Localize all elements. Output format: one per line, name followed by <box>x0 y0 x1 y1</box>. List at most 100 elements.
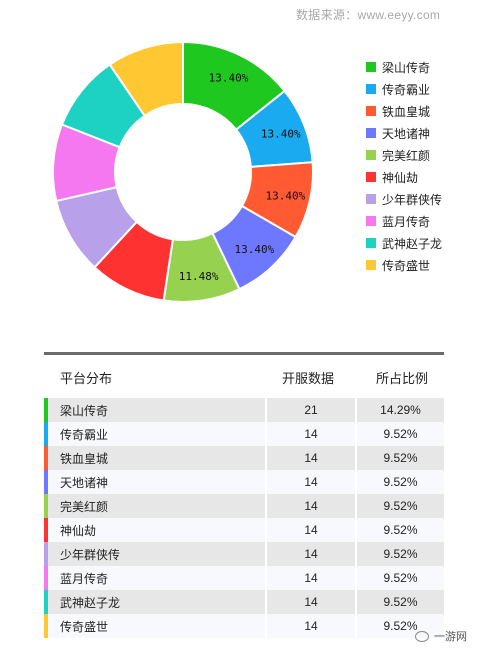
slice-label-铁血皇城: 13.40% <box>265 189 305 202</box>
row-share: 14.29% <box>380 403 421 417</box>
row-platform: 天地诸神 <box>60 475 109 490</box>
table-row: 完美红颜 14 9.52% <box>44 494 444 518</box>
row-share: 9.52% <box>383 547 418 561</box>
legend-item[interactable]: 蓝月传奇 <box>366 210 442 232</box>
row-share: 9.52% <box>383 427 418 441</box>
slice-label-完美红颜: 11.48% <box>179 270 219 283</box>
row-platform: 完美红颜 <box>60 499 109 514</box>
column-divider <box>355 614 357 638</box>
row-count: 14 <box>304 619 318 633</box>
row-share: 9.52% <box>383 475 418 489</box>
legend-item[interactable]: 少年群侠传 <box>366 188 442 210</box>
row-share: 9.52% <box>383 451 418 465</box>
row-color-bar <box>44 398 48 422</box>
legend-item[interactable]: 神仙劫 <box>366 166 442 188</box>
row-share: 9.52% <box>383 571 418 585</box>
row-count: 14 <box>304 499 318 513</box>
legend-label: 武神赵子龙 <box>382 236 443 251</box>
column-divider <box>355 422 357 446</box>
column-divider <box>265 446 267 470</box>
table-header: 平台分布 开服数据 所占比例 <box>44 362 444 392</box>
legend-item[interactable]: 完美红颜 <box>366 144 442 166</box>
row-count: 14 <box>304 475 318 489</box>
legend-swatch <box>366 128 376 138</box>
row-color-bar <box>44 446 48 470</box>
column-divider <box>355 542 357 566</box>
legend-label: 神仙劫 <box>382 170 419 185</box>
table-row: 铁血皇城 14 9.52% <box>44 446 444 470</box>
slice-label-传奇霸业: 13.40% <box>261 128 301 141</box>
row-count: 14 <box>304 427 318 441</box>
row-platform: 铁血皇城 <box>60 451 109 466</box>
table-row: 传奇盛世 14 9.52% <box>44 614 444 638</box>
table-row: 天地诸神 14 9.52% <box>44 470 444 494</box>
legend-label: 天地诸神 <box>382 126 431 141</box>
column-divider <box>265 422 267 446</box>
legend-label: 蓝月传奇 <box>382 214 431 229</box>
source-text: 数据来源：www.eeyy.com <box>296 8 441 22</box>
slice-label-梁山传奇: 13.40% <box>209 71 249 84</box>
legend-item[interactable]: 传奇霸业 <box>366 78 442 100</box>
row-platform: 传奇盛世 <box>60 619 109 634</box>
row-platform: 少年群侠传 <box>60 547 121 562</box>
legend-item[interactable]: 铁血皇城 <box>366 100 442 122</box>
table-row: 武神赵子龙 14 9.52% <box>44 590 444 614</box>
row-color-bar <box>44 422 48 446</box>
column-divider <box>265 542 267 566</box>
row-platform: 传奇霸业 <box>60 427 109 442</box>
row-platform: 梁山传奇 <box>60 403 109 418</box>
column-divider <box>355 446 357 470</box>
legend-item[interactable]: 武神赵子龙 <box>366 232 442 254</box>
table-row: 少年群侠传 14 9.52% <box>44 542 444 566</box>
table-row: 神仙劫 14 9.52% <box>44 518 444 542</box>
row-count: 21 <box>304 403 318 417</box>
watermark-text: 一游网 <box>434 631 467 643</box>
legend-swatch <box>366 260 376 270</box>
watermark: 一游网 <box>415 628 467 644</box>
row-share: 9.52% <box>383 499 418 513</box>
row-count: 14 <box>304 595 318 609</box>
row-share: 9.52% <box>383 523 418 537</box>
column-divider <box>265 470 267 494</box>
header-share: 所占比例 <box>376 371 429 386</box>
column-divider <box>265 566 267 590</box>
legend-label: 传奇霸业 <box>382 82 431 97</box>
donut-chart: 13.40% 13.40% 13.40% 13.40% 11.48% <box>52 40 314 303</box>
column-divider <box>355 566 357 590</box>
row-count: 14 <box>304 547 318 561</box>
column-divider <box>265 398 267 422</box>
row-platform: 神仙劫 <box>60 523 97 538</box>
table-row: 梁山传奇 21 14.29% <box>44 398 444 422</box>
legend-item[interactable]: 梁山传奇 <box>366 56 442 78</box>
table-row: 传奇霸业 14 9.52% <box>44 422 444 446</box>
row-platform: 蓝月传奇 <box>60 571 109 586</box>
legend-swatch <box>366 238 376 248</box>
column-divider <box>355 518 357 542</box>
slice-label-天地诸神: 13.40% <box>235 243 275 256</box>
row-count: 14 <box>304 523 318 537</box>
legend-swatch <box>366 62 376 72</box>
row-color-bar <box>44 542 48 566</box>
row-platform: 武神赵子龙 <box>60 595 121 610</box>
row-color-bar <box>44 614 48 638</box>
legend-label: 梁山传奇 <box>382 60 431 75</box>
row-count: 14 <box>304 451 318 465</box>
legend-item[interactable]: 天地诸神 <box>366 122 442 144</box>
slice-传奇盛世 <box>108 40 184 118</box>
row-color-bar <box>44 494 48 518</box>
row-share: 9.52% <box>383 595 418 609</box>
row-count: 14 <box>304 571 318 585</box>
column-divider <box>355 494 357 518</box>
legend-swatch <box>366 150 376 160</box>
legend-label: 完美红颜 <box>382 148 431 163</box>
header-platform: 平台分布 <box>60 371 113 386</box>
column-divider <box>355 398 357 422</box>
legend-label: 少年群侠传 <box>382 192 443 207</box>
table-row: 蓝月传奇 14 9.52% <box>44 566 444 590</box>
data-table: 梁山传奇 21 14.29% 传奇霸业 14 9.52% 铁血皇城 14 9.52% 天地诸神 14… <box>44 398 444 638</box>
header-count: 开服数据 <box>282 371 335 386</box>
wechat-icon <box>415 630 429 642</box>
chart-legend: 梁山传奇传奇霸业铁血皇城天地诸神完美红颜神仙劫少年群侠传蓝月传奇武神赵子龙传奇盛… <box>366 56 442 276</box>
column-divider <box>265 590 267 614</box>
legend-item[interactable]: 传奇盛世 <box>366 254 442 276</box>
